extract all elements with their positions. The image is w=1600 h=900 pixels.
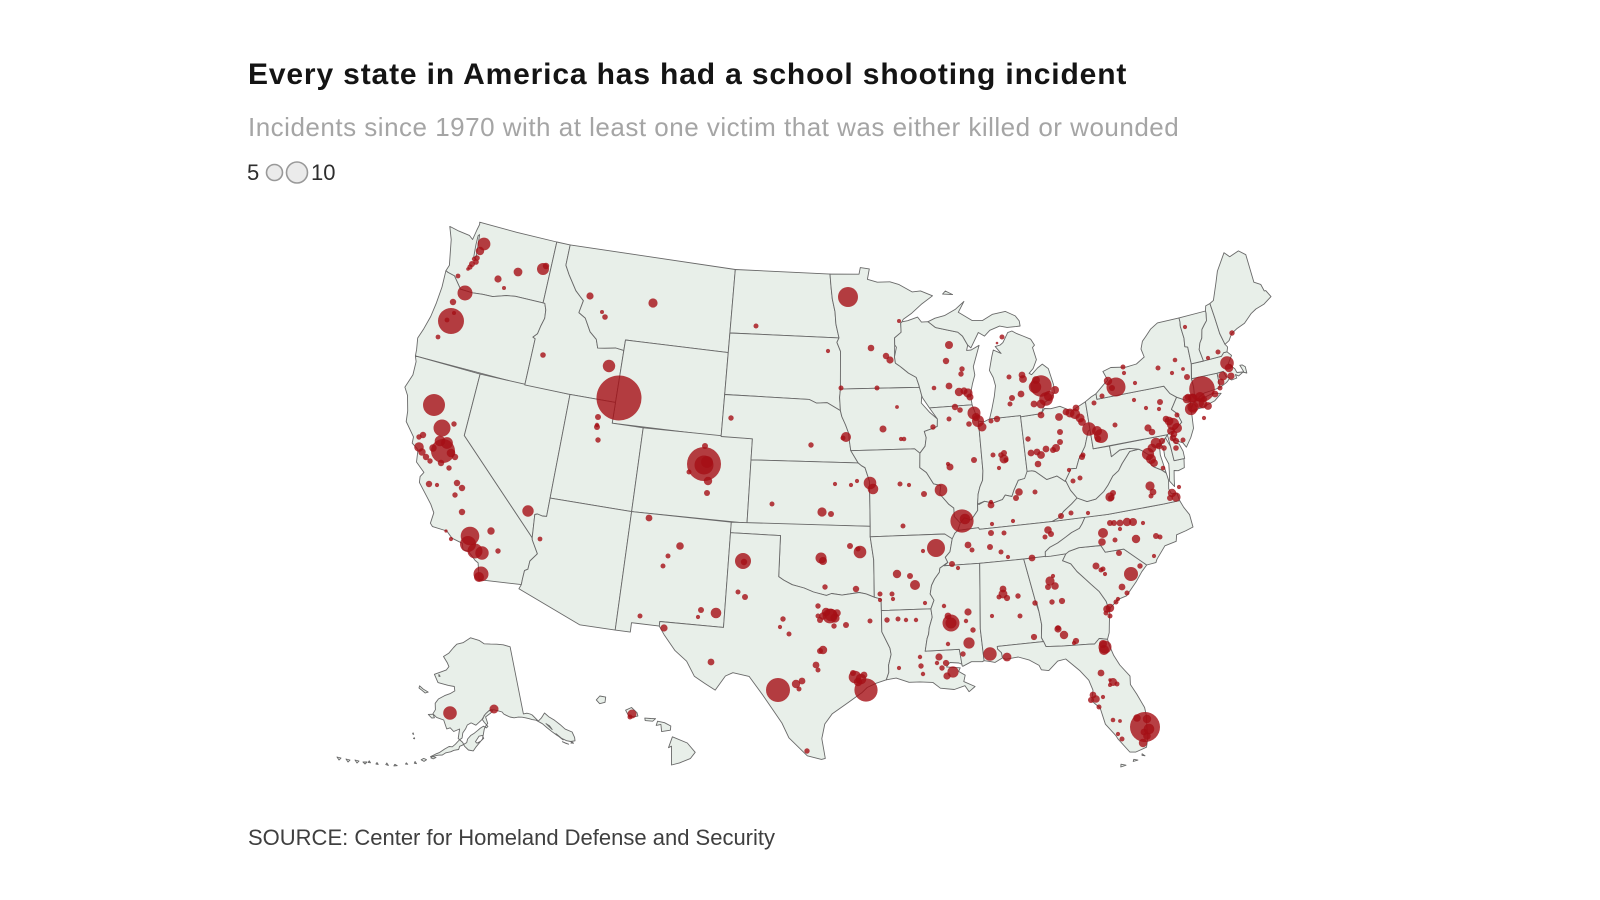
svg-text:5: 5: [247, 160, 259, 185]
svg-text:10: 10: [311, 160, 335, 185]
